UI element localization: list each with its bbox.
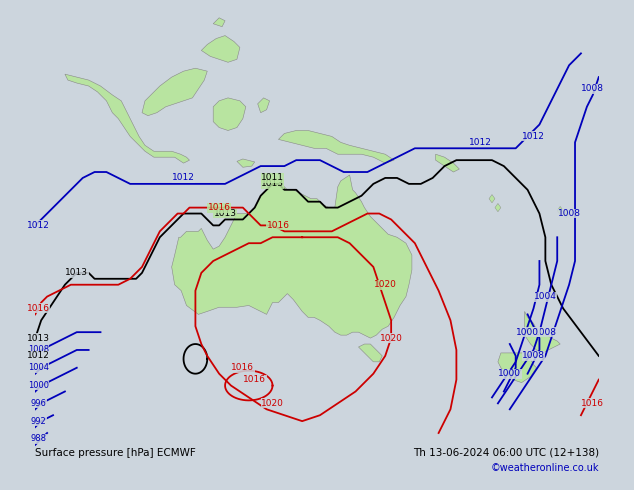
Polygon shape xyxy=(172,175,412,338)
Text: 1012: 1012 xyxy=(27,351,49,360)
Polygon shape xyxy=(358,344,382,362)
Text: Th 13-06-2024 06:00 UTC (12+138): Th 13-06-2024 06:00 UTC (12+138) xyxy=(413,448,598,458)
Text: 1020: 1020 xyxy=(380,334,403,343)
Polygon shape xyxy=(436,154,460,172)
Polygon shape xyxy=(213,18,225,26)
Polygon shape xyxy=(237,159,255,167)
Text: 1008: 1008 xyxy=(28,345,49,354)
Text: 1008: 1008 xyxy=(557,209,581,218)
Polygon shape xyxy=(557,206,563,215)
Polygon shape xyxy=(142,68,207,116)
Text: 1020: 1020 xyxy=(374,280,397,289)
Polygon shape xyxy=(524,312,560,353)
Text: ©weatheronline.co.uk: ©weatheronline.co.uk xyxy=(490,463,598,473)
Polygon shape xyxy=(213,98,246,130)
Text: 996: 996 xyxy=(30,399,46,408)
Text: 1004: 1004 xyxy=(28,363,49,372)
Text: 1012: 1012 xyxy=(522,132,545,141)
Polygon shape xyxy=(498,353,536,383)
Text: 1000: 1000 xyxy=(516,328,539,337)
Polygon shape xyxy=(257,98,269,113)
Polygon shape xyxy=(489,195,495,203)
Polygon shape xyxy=(278,130,394,163)
Text: 1016: 1016 xyxy=(267,221,290,230)
Text: 1012: 1012 xyxy=(469,138,491,147)
Text: 1012: 1012 xyxy=(27,221,49,230)
Text: 1013: 1013 xyxy=(65,269,88,277)
Text: 1000: 1000 xyxy=(498,369,521,378)
Text: 1013: 1013 xyxy=(214,209,236,218)
Polygon shape xyxy=(563,209,569,218)
Polygon shape xyxy=(202,36,240,62)
Text: 992: 992 xyxy=(30,416,46,426)
Text: 1011: 1011 xyxy=(261,173,284,182)
Text: 1016: 1016 xyxy=(27,304,49,313)
Text: 1016: 1016 xyxy=(243,375,266,384)
Text: 1013: 1013 xyxy=(261,179,284,188)
Text: 1016: 1016 xyxy=(231,363,254,372)
Text: 1016: 1016 xyxy=(581,399,604,408)
Polygon shape xyxy=(495,203,501,212)
Text: 1013: 1013 xyxy=(27,334,49,343)
Text: 1008: 1008 xyxy=(522,351,545,360)
Text: 1016: 1016 xyxy=(207,203,231,212)
Text: 1000: 1000 xyxy=(28,381,49,390)
Text: 1012: 1012 xyxy=(172,173,195,182)
Text: 1008: 1008 xyxy=(581,84,604,94)
Text: 988: 988 xyxy=(30,435,46,443)
Text: 1004: 1004 xyxy=(534,292,557,301)
Text: 1020: 1020 xyxy=(261,399,284,408)
Text: 1008: 1008 xyxy=(534,328,557,337)
Polygon shape xyxy=(65,74,190,163)
Text: Surface pressure [hPa] ECMWF: Surface pressure [hPa] ECMWF xyxy=(36,448,196,458)
